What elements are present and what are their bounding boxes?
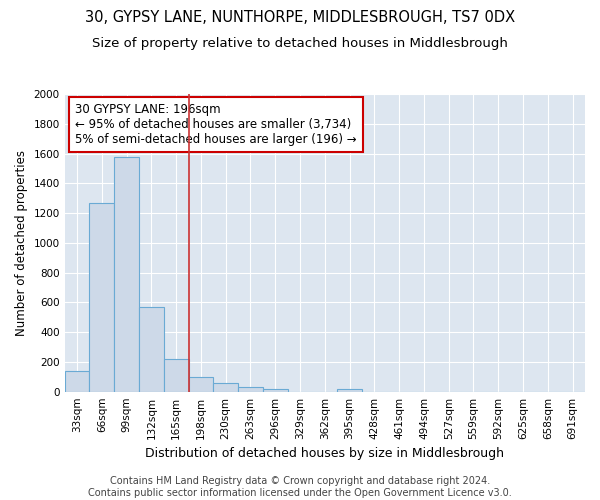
Bar (65, 371, 89, 392)
X-axis label: Distribution of detached houses by size in Middlesbrough: Distribution of detached houses by size … (145, 447, 505, 460)
Bar (263, 388, 287, 392)
Bar (89, 202, 114, 392)
Text: Contains HM Land Registry data © Crown copyright and database right 2024.
Contai: Contains HM Land Registry data © Crown c… (88, 476, 512, 498)
Text: 30 GYPSY LANE: 196sqm
← 95% of detached houses are smaller (3,734)
5% of semi-de: 30 GYPSY LANE: 196sqm ← 95% of detached … (75, 103, 356, 146)
Bar (188, 377, 214, 392)
Bar (114, 158, 139, 392)
Text: Size of property relative to detached houses in Middlesbrough: Size of property relative to detached ho… (92, 38, 508, 51)
Y-axis label: Number of detached properties: Number of detached properties (15, 150, 28, 336)
Bar (139, 307, 164, 392)
Bar (164, 359, 188, 392)
Text: 30, GYPSY LANE, NUNTHORPE, MIDDLESBROUGH, TS7 0DX: 30, GYPSY LANE, NUNTHORPE, MIDDLESBROUGH… (85, 10, 515, 25)
Bar (337, 388, 362, 392)
Bar (214, 384, 238, 392)
Bar (238, 387, 263, 392)
